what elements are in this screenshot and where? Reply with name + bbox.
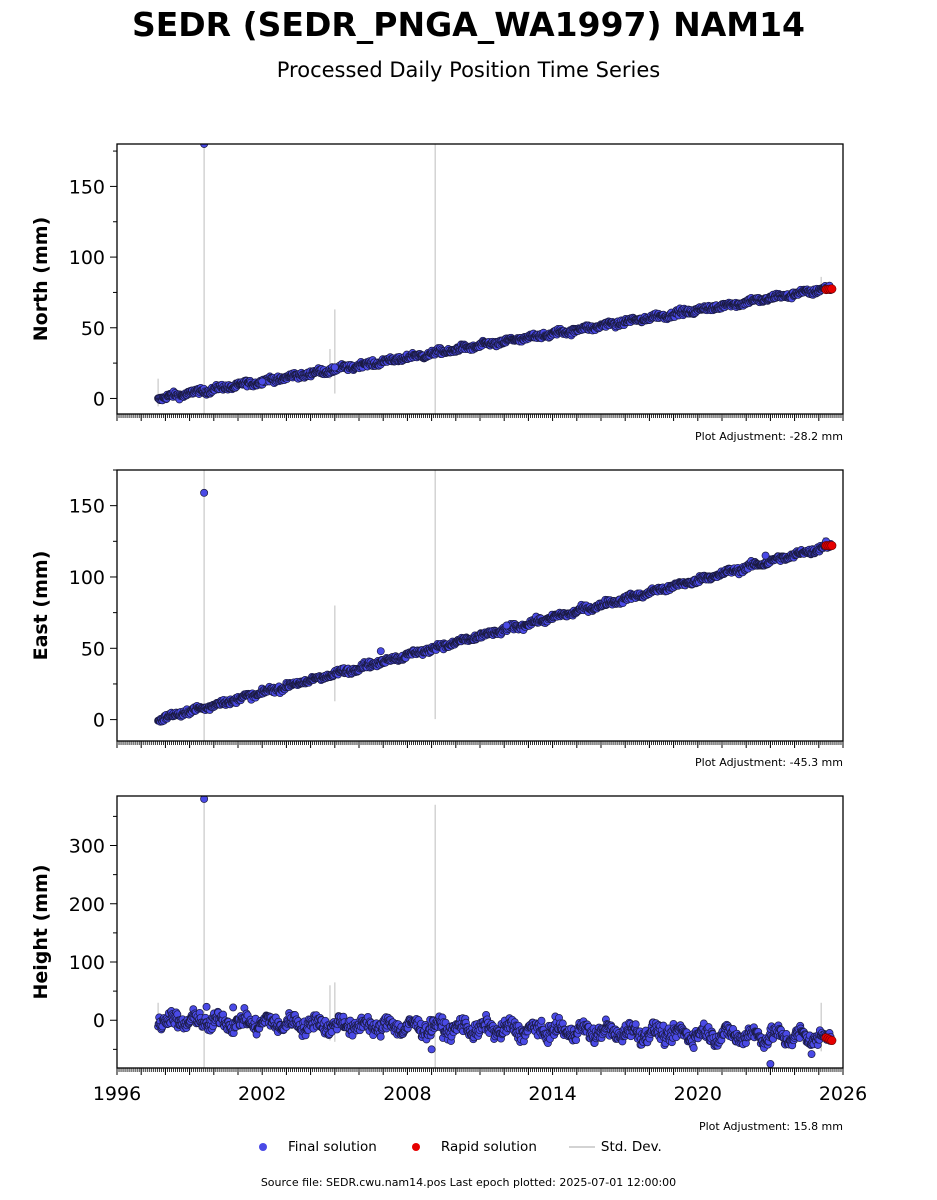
outlier-point-4 [766,1059,775,1068]
plot-area-0 [154,144,837,414]
data-point [376,1032,385,1041]
outlier-point-2 [330,363,339,372]
y-tick-label: 0 [93,388,105,410]
outlier-point-1 [202,1002,211,1011]
plot-area-1 [154,470,837,741]
y-tick-label: 50 [81,318,105,340]
x-minor-ticks-0 [116,414,844,421]
plot-adjustment-note: Plot Adjustment: -45.3 mm [695,756,843,769]
outlier-point-2 [229,1003,238,1012]
rapid-point [827,284,837,294]
y-tick-label: 100 [69,247,105,269]
rapid-point [827,1036,837,1046]
plot-frame-0 [116,143,844,415]
data-point [631,1020,640,1029]
y-axis-label: North (mm) [30,217,52,342]
y-tick-label: 100 [69,567,105,589]
plot-area-2 [154,796,837,1068]
chart-title: SEDR (SEDR_PNGA_WA1997) NAM14 [131,5,806,44]
plot-adjustment-note: Plot Adjustment: -28.2 mm [695,430,843,443]
outlier-point-1 [376,647,385,656]
panel-0: 0 50 100 150 North (mm) Plot Adjustment: -28.… [30,143,844,443]
y-axis-label: East (mm) [30,551,52,661]
y-tick-label: 50 [81,638,105,660]
outlier-point-2 [502,621,511,630]
y-tick-label: 0 [93,710,105,732]
chart-subtitle: Processed Daily Position Time Series [276,58,661,82]
panel-1: 0 50 100 150 East (mm) Plot Adjustment: -45.3… [30,469,844,769]
x-minor-ticks-1 [116,741,844,748]
outlier-point-5 [807,1050,816,1058]
outlier-point-0 [200,488,209,497]
x-minor-ticks-2 [116,1068,844,1075]
data-point [572,1036,581,1045]
outlier-point-0 [200,144,209,148]
outlier-point-3 [427,1045,436,1054]
y-ticks-1 [110,469,117,721]
data-point [689,1044,698,1053]
data-point [537,1016,546,1025]
y-tick-label: 150 [69,496,105,518]
outlier-point-1 [258,377,267,386]
final-solution-points-1 [154,539,835,726]
final-solution-points-2 [154,1004,835,1053]
y-ticks-0 [110,150,117,399]
panel-2: 1996 2002 2008 2014 2020 20260100200300Height… [30,795,867,1133]
final-solution-points-0 [154,281,835,405]
y-tick-label: 150 [69,176,105,198]
rapid-point [827,541,837,551]
outlier-point-3 [761,551,770,560]
